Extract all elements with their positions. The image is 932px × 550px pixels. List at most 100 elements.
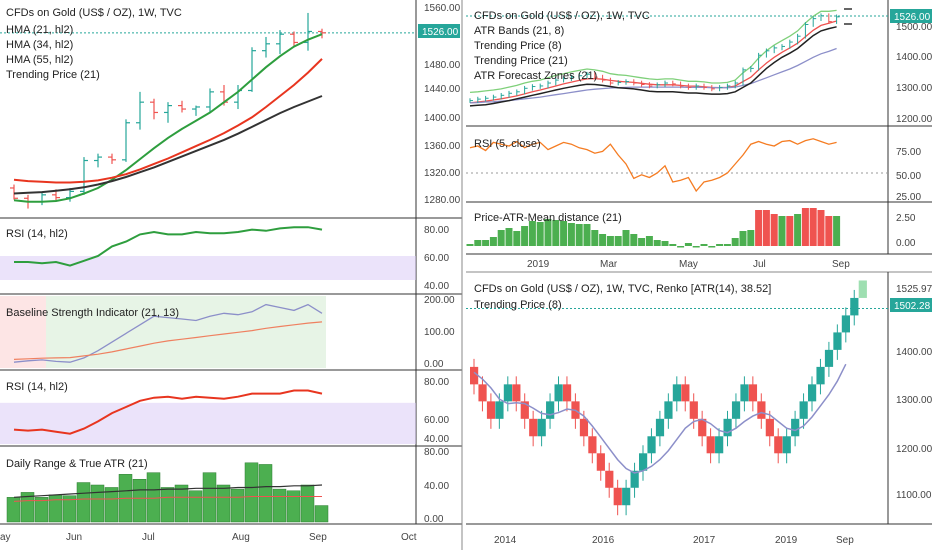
time-tick: Aug <box>232 532 250 543</box>
trending-price-line <box>473 363 847 474</box>
distance-bar <box>747 230 755 246</box>
price-tick: 1500.00 <box>896 22 932 33</box>
renko-brick <box>503 384 512 402</box>
time-tick: Jun <box>66 532 82 543</box>
price-tick: 1100.00 <box>896 490 932 501</box>
distance-bar <box>817 210 825 246</box>
time-tick: Sep <box>832 259 850 270</box>
renko-brick <box>647 436 656 454</box>
range-bar <box>174 484 189 523</box>
legend-item: HMA (21, hl2) <box>6 24 73 36</box>
distance-bar <box>497 230 505 246</box>
series-line <box>13 33 323 203</box>
distance-bar <box>482 240 490 246</box>
distance-bar <box>489 237 497 246</box>
distance-bar <box>684 243 692 246</box>
distance-bar <box>638 238 646 246</box>
distance-bar <box>536 222 544 246</box>
renko-brick <box>782 436 791 454</box>
range-bar <box>104 487 119 523</box>
renko-chart-title: CFDs on Gold (US$ / OZ), 1W, TVC, Renko … <box>474 283 771 295</box>
price-tag <box>890 9 932 23</box>
time-tick: 2019 <box>527 259 550 270</box>
pane-label: RSI (14, hl2) <box>6 381 68 393</box>
renko-brick <box>495 401 504 419</box>
range-bar <box>230 488 245 523</box>
price-tick: 1400.00 <box>896 347 932 358</box>
time-tick: 2016 <box>592 535 615 546</box>
renko-brick <box>723 418 732 437</box>
time-tick: Mar <box>600 259 618 270</box>
pane-tick: 0.00 <box>896 238 916 249</box>
pane-label: Price-ATR-Mean distance (21) <box>474 212 622 224</box>
range-bar <box>90 484 105 523</box>
distance-bar <box>583 224 591 246</box>
renko-brick <box>698 418 707 437</box>
range-bar <box>258 464 273 523</box>
time-tick: Sep <box>836 535 854 546</box>
atr-line <box>13 484 323 498</box>
distance-bar <box>731 238 739 246</box>
renko-brick <box>664 401 673 419</box>
legend-item: ATR Bands (21, 8) <box>474 25 564 37</box>
distance-bar <box>770 214 778 246</box>
price-tag <box>890 298 932 312</box>
distance-bar <box>614 236 622 246</box>
renko-brick <box>757 401 766 419</box>
distance-bar <box>716 244 724 246</box>
renko-brick <box>639 453 648 471</box>
distance-bar <box>544 219 552 246</box>
distance-bar <box>723 244 731 246</box>
range-bar <box>6 497 21 523</box>
distance-bar <box>809 208 817 246</box>
renko-brick <box>579 418 589 437</box>
pane-label: Daily Range & True ATR (21) <box>6 458 148 470</box>
distance-bar <box>505 228 513 246</box>
range-bar <box>20 492 35 523</box>
distance-bar <box>739 231 747 246</box>
time-tick: ay <box>0 532 11 543</box>
pane-tick: 80.00 <box>424 447 449 458</box>
distance-bar <box>591 230 599 246</box>
renko-brick <box>478 384 487 402</box>
distance-bar <box>692 246 700 248</box>
pane-tick: 100.00 <box>424 327 455 338</box>
series-line <box>469 20 837 104</box>
range-bar <box>244 462 259 523</box>
distance-bar <box>645 236 653 246</box>
pane-tick: 40.00 <box>424 281 449 292</box>
range-avg-line <box>13 496 322 502</box>
renko-brick <box>588 436 597 454</box>
range-bar <box>314 505 329 523</box>
chart-marks <box>0 8 888 523</box>
distance-bar <box>825 216 833 246</box>
time-tick: 2017 <box>693 535 716 546</box>
series-line <box>469 9 837 94</box>
pane-tick: 40.00 <box>424 434 449 445</box>
renko-brick <box>850 297 859 316</box>
price-tag-top: 1525.97 <box>896 284 932 295</box>
price-tick: 1200.00 <box>896 114 932 125</box>
distance-bar <box>606 236 614 246</box>
renko-brick <box>841 315 850 333</box>
renko-brick <box>546 401 555 419</box>
pane-tick: 25.00 <box>896 192 921 203</box>
range-bar <box>272 488 287 523</box>
distance-bar <box>778 216 786 246</box>
distance-bar <box>474 240 482 246</box>
legend-item: ATR Forecast Zones (21) <box>474 70 597 82</box>
renko-brick <box>613 487 622 506</box>
renko-brick <box>655 418 665 437</box>
price-tick: 1400.00 <box>896 52 932 63</box>
time-tick: Jul <box>142 532 155 543</box>
legend-item: Trending Price (8) <box>474 40 562 52</box>
left-chart-title: CFDs on Gold (US$ / OZ), 1W, TVC <box>6 7 182 19</box>
distance-bar <box>833 216 841 246</box>
distance-bar <box>521 226 529 246</box>
distance-bar <box>528 221 536 246</box>
pane-tick: 50.00 <box>896 171 921 182</box>
distance-bar <box>762 210 770 246</box>
range-bar <box>132 478 147 523</box>
distance-bar <box>552 220 560 246</box>
renko-brick <box>715 436 724 454</box>
